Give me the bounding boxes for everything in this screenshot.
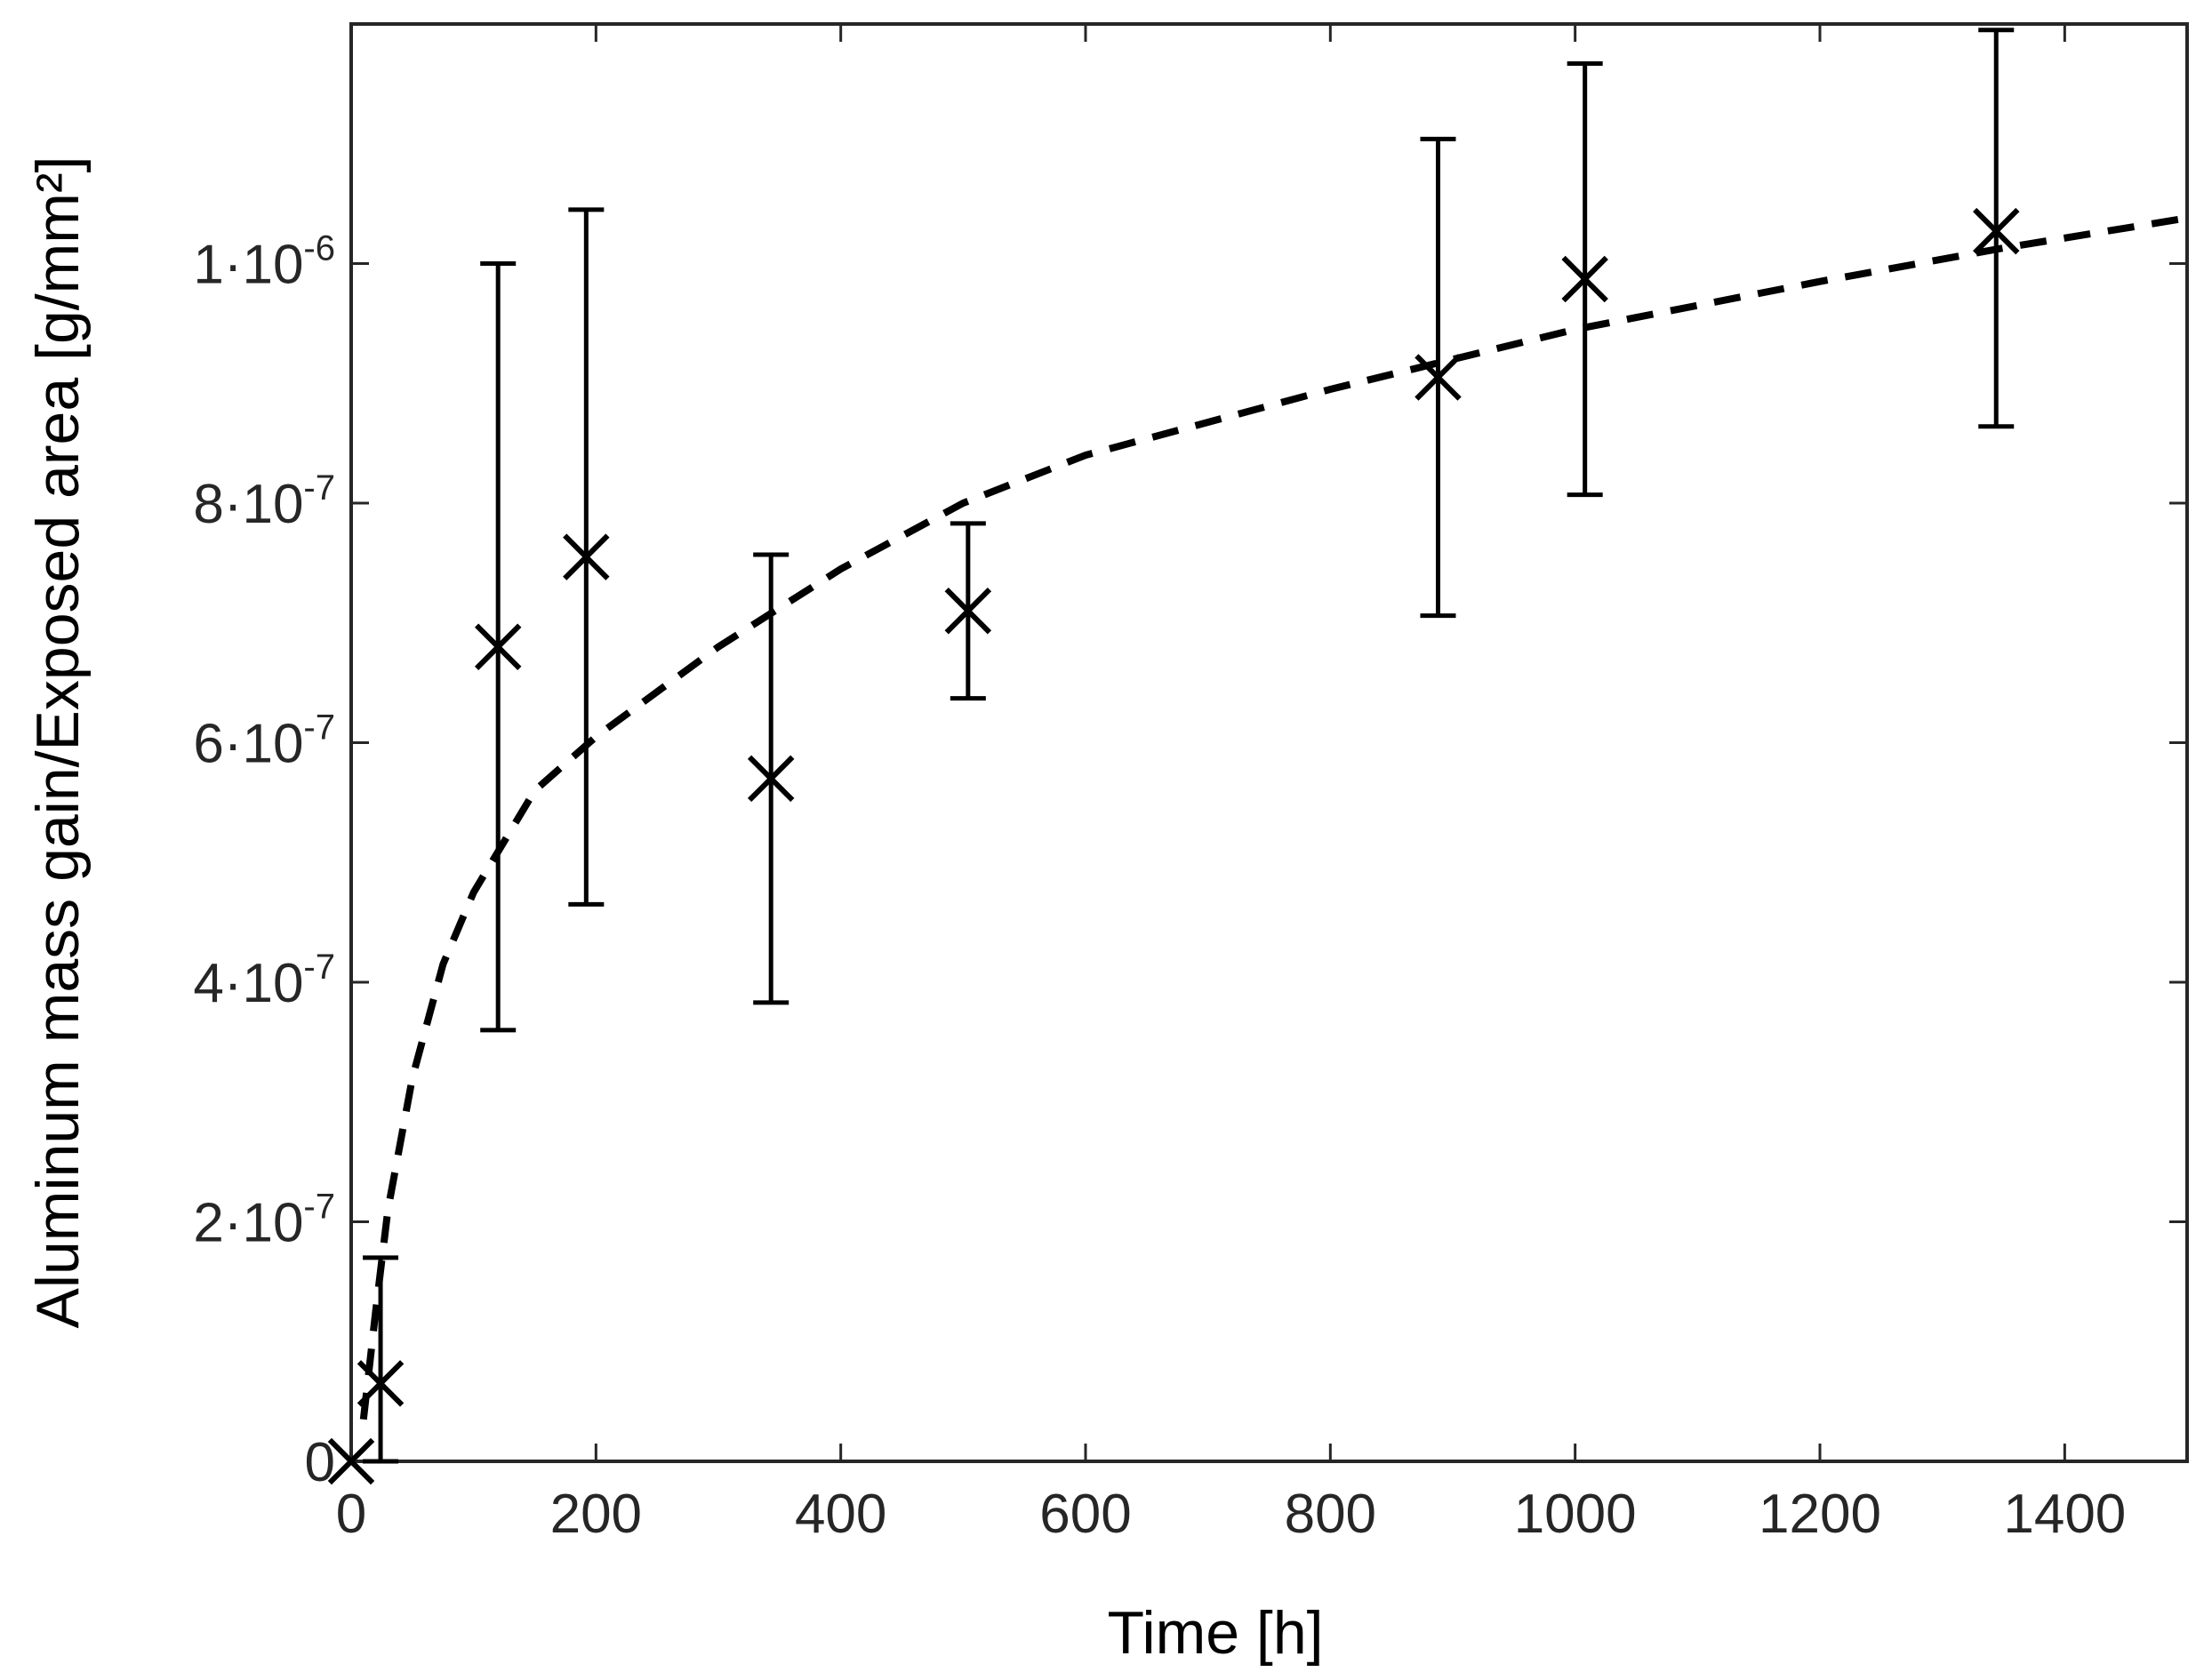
y-tick-mantissa-3: 6·10 (193, 714, 303, 775)
error-bar-1 (363, 1255, 399, 1464)
y-tick-label-2: 4·10-7 (193, 948, 335, 1014)
fit-curve-group (359, 214, 2188, 1420)
y-tick-exponent-3: -7 (303, 708, 335, 748)
y-tick-label-1: 2·10-7 (193, 1188, 335, 1254)
data-point-6 (1415, 354, 1462, 401)
x-tick-label-3: 600 (1039, 1484, 1131, 1545)
y-tick-label-5: 1·10-6 (193, 229, 335, 296)
ticks (349, 24, 2187, 1463)
x-tick-label-0: 0 (336, 1484, 366, 1545)
y-tick-label-3: 6·10-7 (193, 708, 335, 775)
data-point-3 (563, 533, 610, 580)
data-point-7 (1561, 255, 1608, 303)
y-tick-mantissa-2: 4·10 (193, 953, 303, 1014)
x-tick-label-1: 200 (550, 1484, 642, 1545)
x-axis-title: Time [h] (1107, 1599, 1323, 1667)
x-tick-labels: 0 200 400 600 800 1000 1200 1400 (336, 1484, 2127, 1545)
y-tick-exponent-4: -7 (303, 468, 335, 508)
x-tick-label-7: 1400 (2003, 1484, 2126, 1545)
y-tick-exponent-1: -7 (303, 1188, 335, 1227)
y-tick-label-4: 8·10-7 (193, 468, 335, 535)
x-tick-label-5: 1000 (1514, 1484, 1637, 1545)
y-tick-mantissa-4: 8·10 (193, 474, 303, 535)
data-point-1 (357, 1360, 405, 1407)
x-tick-label-2: 400 (795, 1484, 886, 1545)
y-tick-exponent-2: -7 (303, 948, 335, 987)
plot-frame (349, 22, 2189, 1463)
x-tick-label-4: 800 (1285, 1484, 1376, 1545)
data-markers (327, 207, 2020, 1485)
fit-curve (359, 214, 2188, 1420)
y-tick-labels: 02·10-74·10-76·10-78·10-71·10-6 (193, 229, 335, 1494)
y-tick-mantissa-5: 1·10 (193, 235, 303, 296)
data-point-4 (747, 755, 795, 803)
data-point-5 (944, 588, 992, 635)
y-tick-mantissa-1: 2·10 (193, 1193, 303, 1254)
y-tick-exponent-5: -6 (303, 229, 335, 268)
data-point-8 (1972, 207, 2020, 255)
y-axis-title: Aluminum mass gain/Exposed area [g/mm²] (24, 156, 92, 1329)
data-point-2 (474, 623, 522, 670)
x-tick-label-6: 1200 (1759, 1484, 1881, 1545)
data-point-0 (327, 1437, 375, 1485)
